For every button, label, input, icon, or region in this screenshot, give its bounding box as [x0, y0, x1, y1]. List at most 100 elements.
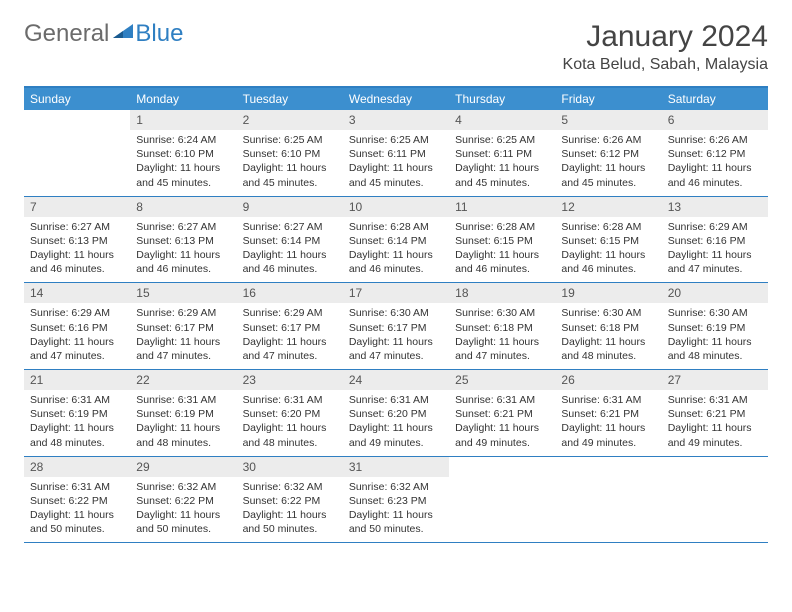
sunrise-line: Sunrise: 6:31 AM [243, 393, 337, 407]
day-cell: 12Sunrise: 6:28 AMSunset: 6:15 PMDayligh… [555, 197, 661, 283]
daylight-line: Daylight: 11 hours and 48 minutes. [561, 335, 655, 363]
day-cell: 27Sunrise: 6:31 AMSunset: 6:21 PMDayligh… [662, 370, 768, 456]
sunrise-line: Sunrise: 6:30 AM [561, 306, 655, 320]
sunrise-line: Sunrise: 6:30 AM [349, 306, 443, 320]
day-number: 22 [130, 370, 236, 390]
day-body: Sunrise: 6:31 AMSunset: 6:19 PMDaylight:… [24, 390, 130, 456]
day-body: Sunrise: 6:29 AMSunset: 6:16 PMDaylight:… [662, 217, 768, 283]
sunset-line: Sunset: 6:22 PM [243, 494, 337, 508]
sunset-line: Sunset: 6:12 PM [668, 147, 762, 161]
sunrise-line: Sunrise: 6:25 AM [455, 133, 549, 147]
sunrise-line: Sunrise: 6:32 AM [349, 480, 443, 494]
daylight-line: Daylight: 11 hours and 45 minutes. [136, 161, 230, 189]
sunset-line: Sunset: 6:19 PM [30, 407, 124, 421]
daylight-line: Daylight: 11 hours and 48 minutes. [136, 421, 230, 449]
day-body: Sunrise: 6:25 AMSunset: 6:11 PMDaylight:… [449, 130, 555, 196]
sunset-line: Sunset: 6:19 PM [136, 407, 230, 421]
sunrise-line: Sunrise: 6:29 AM [30, 306, 124, 320]
weekday-header: Tuesday [237, 88, 343, 110]
day-cell: 7Sunrise: 6:27 AMSunset: 6:13 PMDaylight… [24, 197, 130, 283]
day-number: 10 [343, 197, 449, 217]
sunrise-line: Sunrise: 6:27 AM [136, 220, 230, 234]
daylight-line: Daylight: 11 hours and 45 minutes. [243, 161, 337, 189]
sunset-line: Sunset: 6:10 PM [136, 147, 230, 161]
daylight-line: Daylight: 11 hours and 45 minutes. [349, 161, 443, 189]
week-row: 7Sunrise: 6:27 AMSunset: 6:13 PMDaylight… [24, 197, 768, 284]
day-cell: 20Sunrise: 6:30 AMSunset: 6:19 PMDayligh… [662, 283, 768, 369]
sunrise-line: Sunrise: 6:31 AM [668, 393, 762, 407]
day-cell: 31Sunrise: 6:32 AMSunset: 6:23 PMDayligh… [343, 457, 449, 543]
day-number: 19 [555, 283, 661, 303]
daylight-line: Daylight: 11 hours and 46 minutes. [30, 248, 124, 276]
day-body: Sunrise: 6:25 AMSunset: 6:11 PMDaylight:… [343, 130, 449, 196]
daylight-line: Daylight: 11 hours and 46 minutes. [243, 248, 337, 276]
day-cell: 24Sunrise: 6:31 AMSunset: 6:20 PMDayligh… [343, 370, 449, 456]
sunset-line: Sunset: 6:12 PM [561, 147, 655, 161]
logo-text-general: General [24, 20, 109, 48]
day-body: Sunrise: 6:32 AMSunset: 6:22 PMDaylight:… [237, 477, 343, 543]
sunset-line: Sunset: 6:18 PM [455, 321, 549, 335]
sunset-line: Sunset: 6:14 PM [349, 234, 443, 248]
daylight-line: Daylight: 11 hours and 47 minutes. [668, 248, 762, 276]
day-cell: 30Sunrise: 6:32 AMSunset: 6:22 PMDayligh… [237, 457, 343, 543]
daylight-line: Daylight: 11 hours and 50 minutes. [30, 508, 124, 536]
day-number: 20 [662, 283, 768, 303]
month-title: January 2024 [563, 20, 768, 54]
sunrise-line: Sunrise: 6:29 AM [668, 220, 762, 234]
sunrise-line: Sunrise: 6:27 AM [30, 220, 124, 234]
sunrise-line: Sunrise: 6:24 AM [136, 133, 230, 147]
sunrise-line: Sunrise: 6:28 AM [349, 220, 443, 234]
day-body: Sunrise: 6:32 AMSunset: 6:22 PMDaylight:… [130, 477, 236, 543]
sunset-line: Sunset: 6:16 PM [668, 234, 762, 248]
day-body: Sunrise: 6:28 AMSunset: 6:14 PMDaylight:… [343, 217, 449, 283]
day-number: 18 [449, 283, 555, 303]
day-body: Sunrise: 6:31 AMSunset: 6:20 PMDaylight:… [343, 390, 449, 456]
weekday-header-row: SundayMondayTuesdayWednesdayThursdayFrid… [24, 88, 768, 110]
day-number: 27 [662, 370, 768, 390]
day-number: 13 [662, 197, 768, 217]
day-body: Sunrise: 6:28 AMSunset: 6:15 PMDaylight:… [555, 217, 661, 283]
day-cell: · [555, 457, 661, 543]
daylight-line: Daylight: 11 hours and 45 minutes. [561, 161, 655, 189]
day-number: 2 [237, 110, 343, 130]
day-cell: 10Sunrise: 6:28 AMSunset: 6:14 PMDayligh… [343, 197, 449, 283]
sunrise-line: Sunrise: 6:31 AM [349, 393, 443, 407]
sunset-line: Sunset: 6:19 PM [668, 321, 762, 335]
day-number: 14 [24, 283, 130, 303]
sunrise-line: Sunrise: 6:29 AM [243, 306, 337, 320]
sunset-line: Sunset: 6:11 PM [455, 147, 549, 161]
week-row: 14Sunrise: 6:29 AMSunset: 6:16 PMDayligh… [24, 283, 768, 370]
day-number: 3 [343, 110, 449, 130]
sunrise-line: Sunrise: 6:25 AM [349, 133, 443, 147]
day-body: Sunrise: 6:26 AMSunset: 6:12 PMDaylight:… [662, 130, 768, 196]
day-cell: 18Sunrise: 6:30 AMSunset: 6:18 PMDayligh… [449, 283, 555, 369]
day-body: Sunrise: 6:27 AMSunset: 6:13 PMDaylight:… [24, 217, 130, 283]
day-number: 30 [237, 457, 343, 477]
daylight-line: Daylight: 11 hours and 50 minutes. [243, 508, 337, 536]
daylight-line: Daylight: 11 hours and 47 minutes. [455, 335, 549, 363]
daylight-line: Daylight: 11 hours and 50 minutes. [349, 508, 443, 536]
sunset-line: Sunset: 6:11 PM [349, 147, 443, 161]
daylight-line: Daylight: 11 hours and 49 minutes. [561, 421, 655, 449]
day-cell: 4Sunrise: 6:25 AMSunset: 6:11 PMDaylight… [449, 110, 555, 196]
day-body: Sunrise: 6:32 AMSunset: 6:23 PMDaylight:… [343, 477, 449, 543]
sunrise-line: Sunrise: 6:32 AM [243, 480, 337, 494]
day-body: Sunrise: 6:29 AMSunset: 6:16 PMDaylight:… [24, 303, 130, 369]
day-cell: 5Sunrise: 6:26 AMSunset: 6:12 PMDaylight… [555, 110, 661, 196]
day-cell: 3Sunrise: 6:25 AMSunset: 6:11 PMDaylight… [343, 110, 449, 196]
day-body: Sunrise: 6:26 AMSunset: 6:12 PMDaylight:… [555, 130, 661, 196]
daylight-line: Daylight: 11 hours and 47 minutes. [136, 335, 230, 363]
sunrise-line: Sunrise: 6:28 AM [561, 220, 655, 234]
header: General Blue January 2024 Kota Belud, Sa… [24, 20, 768, 74]
sunrise-line: Sunrise: 6:26 AM [668, 133, 762, 147]
sunset-line: Sunset: 6:13 PM [30, 234, 124, 248]
day-number: 23 [237, 370, 343, 390]
daylight-line: Daylight: 11 hours and 49 minutes. [349, 421, 443, 449]
sunset-line: Sunset: 6:14 PM [243, 234, 337, 248]
weekday-header: Saturday [662, 88, 768, 110]
sunset-line: Sunset: 6:21 PM [561, 407, 655, 421]
daylight-line: Daylight: 11 hours and 46 minutes. [561, 248, 655, 276]
weekday-header: Wednesday [343, 88, 449, 110]
day-body: Sunrise: 6:29 AMSunset: 6:17 PMDaylight:… [130, 303, 236, 369]
sunset-line: Sunset: 6:21 PM [455, 407, 549, 421]
